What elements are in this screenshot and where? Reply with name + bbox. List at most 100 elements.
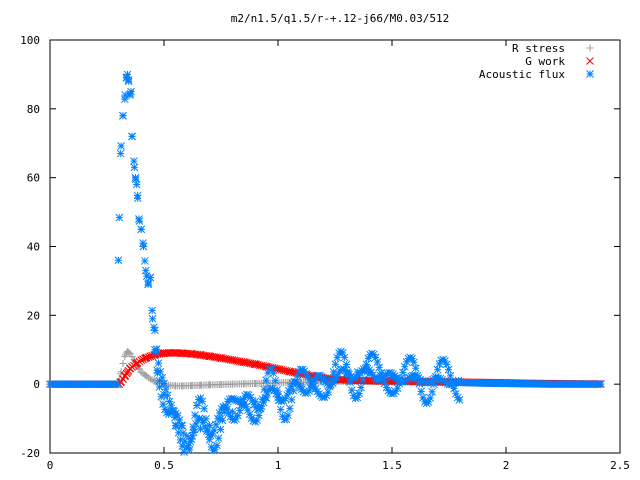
data-point	[375, 363, 384, 372]
data-point	[164, 348, 173, 357]
data-point	[502, 379, 510, 388]
data-point	[284, 411, 292, 420]
data-point	[117, 142, 125, 150]
data-point	[285, 367, 294, 376]
data-point	[202, 414, 210, 423]
data-point	[144, 280, 152, 289]
data-point	[128, 363, 136, 371]
data-point	[187, 350, 196, 358]
data-point	[251, 379, 259, 387]
data-point	[228, 380, 236, 388]
data-point	[281, 394, 290, 403]
data-point	[185, 446, 194, 454]
data-point	[159, 400, 167, 408]
data-point	[124, 77, 133, 86]
y-tick-label: 0	[33, 378, 40, 391]
data-point	[146, 352, 155, 361]
data-point	[141, 354, 150, 362]
series-layer	[46, 70, 605, 456]
data-point	[400, 362, 409, 371]
data-point	[189, 428, 198, 437]
data-point	[205, 352, 214, 361]
y-tick-label: 60	[27, 172, 40, 185]
data-point	[547, 380, 556, 389]
data-point	[192, 401, 201, 410]
x-tick-label: 1.5	[382, 459, 402, 472]
data-point	[178, 421, 187, 430]
data-point	[285, 387, 294, 395]
data-point	[365, 369, 374, 378]
data-point	[217, 354, 225, 362]
data-point	[178, 349, 187, 358]
data-point	[198, 397, 207, 406]
data-point	[119, 360, 127, 368]
data-point	[262, 376, 270, 384]
data-point	[451, 389, 460, 398]
data-point	[116, 149, 125, 158]
data-point	[127, 87, 135, 96]
data-point	[164, 407, 173, 416]
legend-label-g-work: G work	[525, 55, 565, 68]
data-point	[113, 380, 122, 389]
x-tick-label: 2	[503, 459, 510, 472]
data-point	[135, 215, 143, 223]
data-point	[171, 421, 180, 430]
data-point	[433, 376, 442, 385]
data-point	[178, 382, 186, 390]
data-point	[217, 414, 225, 423]
data-point	[187, 382, 195, 390]
data-point	[254, 411, 263, 420]
y-tick-label: 100	[20, 34, 40, 47]
data-point	[338, 348, 347, 357]
legend-marker	[586, 44, 594, 52]
data-point	[428, 387, 436, 396]
data-point	[269, 369, 278, 378]
data-point	[253, 416, 261, 424]
data-point	[151, 377, 159, 385]
data-point	[206, 381, 214, 389]
legend-marker-acoustic-flux	[586, 70, 594, 78]
data-point	[132, 359, 141, 368]
data-point	[417, 387, 426, 396]
data-point	[153, 366, 162, 375]
data-point	[570, 380, 579, 389]
data-point	[446, 371, 455, 380]
legend-marker	[586, 70, 594, 78]
data-point	[205, 421, 214, 430]
data-point	[235, 406, 244, 415]
data-point	[137, 368, 145, 376]
data-point	[182, 431, 191, 440]
data-point	[160, 390, 168, 399]
data-point	[410, 375, 419, 383]
data-point	[479, 379, 488, 387]
data-point	[423, 378, 432, 387]
y-tick-label: 80	[27, 103, 40, 116]
x-tick-label: 0	[47, 459, 54, 472]
data-point	[444, 365, 453, 374]
data-point	[456, 378, 465, 387]
data-point	[274, 390, 282, 399]
data-point	[119, 111, 127, 120]
data-point	[408, 354, 416, 363]
data-point	[200, 404, 208, 413]
data-point	[358, 376, 367, 384]
data-point	[331, 360, 340, 369]
legend-marker-r-stress	[586, 44, 594, 52]
data-point	[214, 434, 223, 443]
data-point	[151, 326, 159, 335]
data-point	[286, 404, 294, 413]
data-point	[251, 397, 260, 406]
y-tick-label: 40	[27, 241, 40, 254]
data-point	[130, 157, 138, 166]
data-point	[342, 369, 351, 378]
data-point	[296, 383, 305, 392]
data-point	[251, 360, 260, 369]
legend-marker	[586, 57, 594, 65]
data-point	[271, 376, 280, 385]
data-point	[141, 371, 149, 379]
data-point	[213, 441, 221, 450]
data-point	[176, 436, 185, 444]
data-point	[593, 380, 602, 389]
data-point	[426, 394, 435, 402]
